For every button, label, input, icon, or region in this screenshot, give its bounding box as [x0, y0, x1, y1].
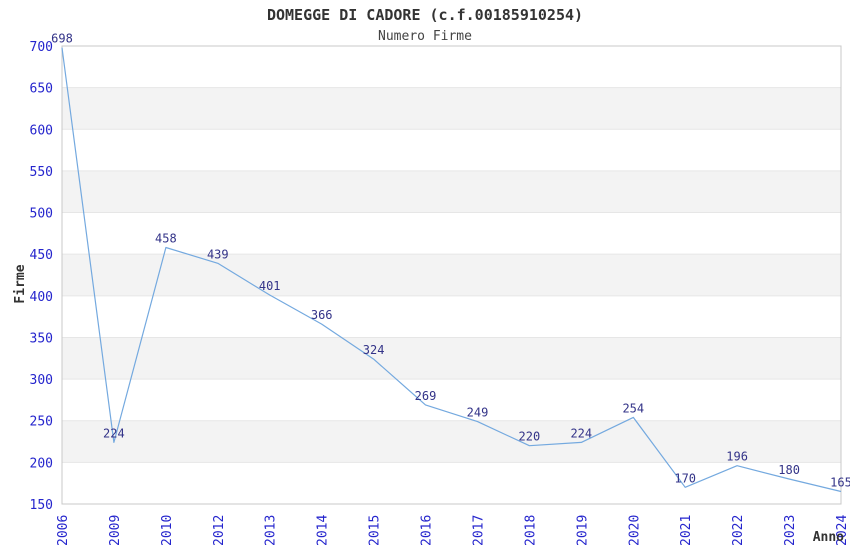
x-tick-label: 2015: [368, 515, 383, 546]
data-point-label: 180: [778, 463, 800, 477]
y-tick-label: 200: [30, 456, 53, 471]
x-tick-label: 2018: [523, 515, 538, 546]
data-point-label: 324: [363, 343, 385, 357]
data-point-label: 220: [519, 430, 541, 444]
data-point-label: 698: [51, 32, 73, 46]
chart-subtitle: Numero Firme: [378, 29, 472, 44]
x-tick-label: 2012: [212, 515, 227, 546]
x-tick-label: 2021: [679, 515, 694, 546]
data-point-label: 196: [726, 450, 748, 464]
y-tick-label: 150: [30, 498, 53, 513]
x-tick-label: 2017: [472, 515, 487, 546]
x-tick-label: 2009: [108, 515, 123, 546]
plot-border: [61, 45, 842, 505]
data-point-label: 439: [207, 247, 229, 261]
y-tick-label: 550: [30, 165, 53, 180]
x-tick-label: 2024: [835, 515, 850, 546]
data-point-label: 401: [259, 279, 281, 293]
grid-band: [62, 337, 841, 380]
y-tick-label: 250: [30, 415, 53, 430]
x-tick-label: 2022: [731, 515, 746, 546]
grid-band: [62, 254, 841, 296]
data-point-label: 165: [830, 476, 850, 490]
chart-title: DOMEGGE DI CADORE (c.f.00185910254): [267, 6, 583, 24]
x-axis-title: Anno: [813, 530, 844, 545]
x-tick-label: 2019: [575, 515, 590, 546]
y-tick-label: 350: [30, 332, 53, 347]
x-tick-label: 2023: [783, 515, 798, 546]
data-point-label: 254: [622, 401, 644, 415]
x-tick-label: 2016: [420, 515, 435, 546]
y-tick-label: 700: [30, 40, 53, 55]
data-point-label: 170: [674, 471, 696, 485]
y-tick-label: 400: [30, 290, 53, 305]
data-point-label: 458: [155, 232, 177, 246]
series-line-firme: [61, 47, 842, 493]
y-tick-label: 450: [30, 248, 53, 263]
y-tick-label: 500: [30, 207, 53, 222]
x-tick-label: 2020: [627, 515, 642, 546]
y-tick-label: 600: [30, 123, 53, 138]
data-point-label: 249: [467, 406, 489, 420]
y-tick-label: 650: [30, 82, 53, 97]
data-point-label: 224: [103, 426, 125, 440]
x-tick-label: 2006: [56, 515, 71, 546]
plot-area: 698 224 458 439 401 366 324 269 249 220 224 254 170 1…: [30, 32, 850, 546]
grid-band: [62, 420, 841, 463]
data-point-label: 224: [570, 426, 592, 440]
data-point-label: 366: [311, 308, 333, 322]
x-tick-label: 2010: [160, 515, 175, 546]
x-tick-label: 2014: [316, 515, 331, 546]
data-point-label: 269: [415, 389, 437, 403]
y-axis-title: Firme: [13, 264, 28, 303]
x-tick-label: 2013: [264, 515, 279, 546]
y-tick-label: 300: [30, 373, 53, 388]
grid-band: [62, 170, 841, 213]
grid-band: [62, 87, 841, 130]
